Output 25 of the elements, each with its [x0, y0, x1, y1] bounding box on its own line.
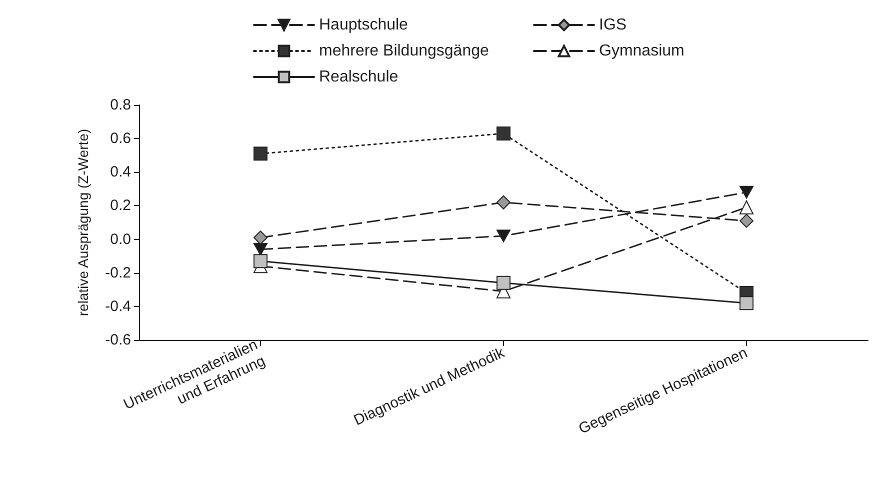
y-tick-label: 0.6 — [110, 130, 131, 148]
point — [496, 230, 510, 242]
point — [740, 200, 754, 214]
y-tick-label: 0.2 — [110, 197, 131, 214]
y-tick-label: -0.4 — [105, 298, 131, 315]
legend-label: Hauptschule — [319, 16, 408, 34]
point — [254, 230, 268, 245]
point — [740, 214, 754, 228]
y-tick-label: 0.4 — [110, 164, 131, 181]
point — [740, 186, 754, 199]
legend-label: IGS — [599, 16, 627, 34]
point — [254, 254, 268, 268]
legend-label: mehrere Bildungsgänge — [319, 42, 489, 60]
y-tick-label: -0.2 — [105, 264, 131, 282]
point — [496, 276, 510, 290]
legend-label: Gymnasium — [599, 42, 684, 60]
y-tick-label: 0.0 — [110, 230, 131, 248]
y-tick-label: 0.8 — [110, 96, 131, 114]
point — [254, 146, 268, 161]
legend-label: Realschule — [319, 68, 398, 86]
point — [496, 195, 510, 210]
y-axis-title: relative Ausprägung (Z-Werte) — [75, 128, 91, 316]
point — [254, 243, 268, 256]
point — [740, 296, 754, 310]
point — [496, 126, 510, 141]
